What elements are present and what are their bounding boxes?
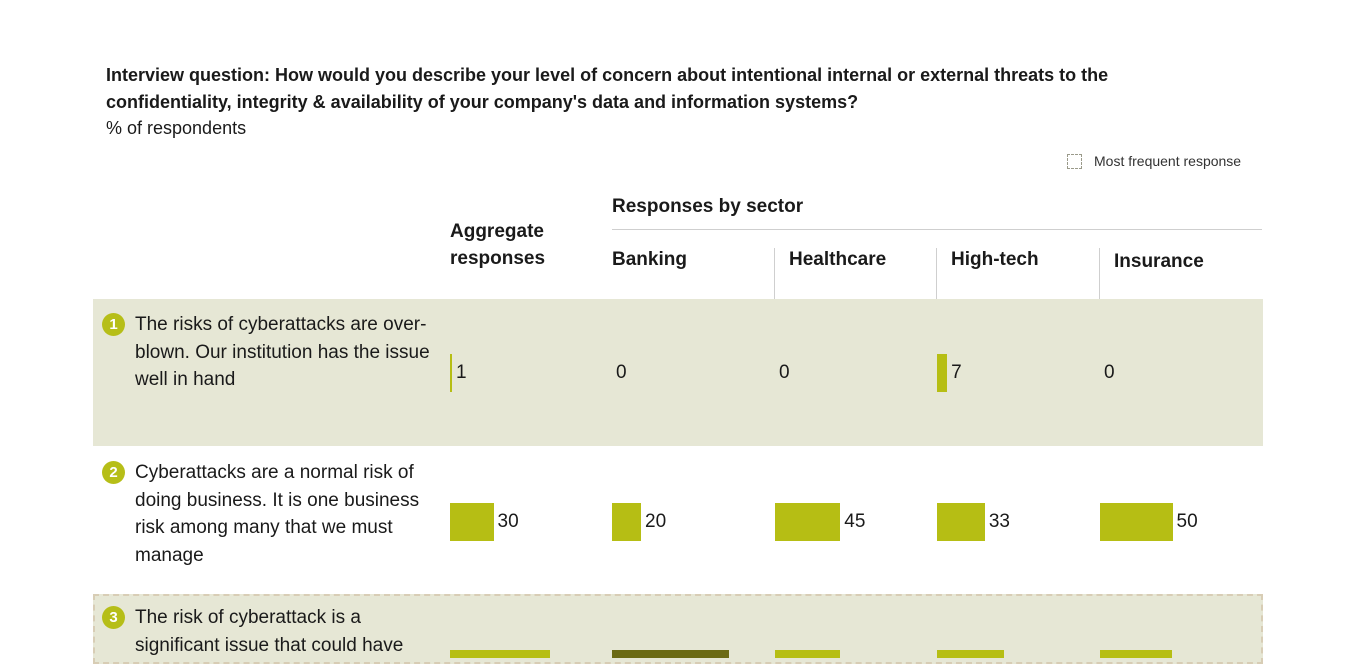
data-label: 0 [779, 362, 790, 383]
header-sector-group: Responses by sector [612, 196, 804, 217]
bar-row3-aggregate [450, 650, 550, 658]
header-high-tech: High-tech [951, 249, 1039, 270]
cell-row2-healthcare: 45 [775, 503, 865, 541]
bar-row3-high-tech [937, 650, 1004, 658]
bar-row3-healthcare [775, 650, 840, 658]
bar [450, 503, 494, 541]
data-label: 0 [1104, 362, 1115, 383]
bar [775, 503, 841, 541]
cell-row2-high-tech: 33 [937, 503, 1010, 541]
legend-label: Most frequent response [1094, 153, 1242, 169]
header-aggregate: Aggregate responses [450, 221, 546, 269]
cell-row1-healthcare: 0 [775, 354, 790, 392]
bar [450, 354, 452, 392]
sector-rule [612, 229, 1262, 230]
data-label: 20 [645, 511, 667, 532]
data-label: 0 [616, 362, 627, 383]
statement-1: The risks of cyberattacks are over-blown… [135, 314, 430, 390]
data-label: 50 [1176, 511, 1198, 532]
statement-2: Cyberattacks are a normal risk of doing … [135, 462, 420, 566]
cell-row1-high-tech: 7 [937, 354, 962, 392]
row-number-badge: 2 [102, 461, 125, 484]
column-divider [1099, 248, 1100, 300]
data-label: 30 [497, 511, 519, 532]
header-banking: Banking [612, 249, 687, 270]
column-divider [936, 248, 937, 300]
column-divider [774, 248, 775, 300]
data-label: 1 [456, 362, 467, 383]
bar [612, 503, 641, 541]
data-label: 45 [844, 511, 866, 532]
cell-row1-insurance: 0 [1100, 354, 1115, 392]
data-label: 33 [988, 511, 1010, 532]
row-number-badge: 1 [102, 313, 125, 336]
legend: Most frequent response [1067, 153, 1241, 169]
most-frequent-swatch [1067, 153, 1082, 169]
cell-row1-banking: 0 [612, 354, 627, 392]
cell-row1-aggregate: 1 [450, 354, 467, 392]
data-label: 7 [951, 362, 962, 383]
row-number-badge: 3 [102, 606, 125, 629]
row-1-background [93, 299, 1263, 446]
cell-row2-insurance: 50 [1100, 503, 1198, 541]
bar [937, 503, 985, 541]
header-insurance: Insurance [1114, 251, 1204, 272]
bar-row3-insurance [1100, 650, 1172, 658]
bar-row3-banking [612, 650, 729, 658]
bar [1100, 503, 1173, 541]
header-healthcare: Healthcare [789, 249, 887, 270]
cell-row2-aggregate: 30 [450, 503, 519, 541]
question-title: Interview question: How would you descri… [106, 65, 1109, 112]
unit-label: % of respondents [106, 118, 247, 138]
statement-3: The risk of cyberattack is a significant… [135, 607, 404, 656]
bar [937, 354, 948, 392]
cell-row2-banking: 20 [612, 503, 666, 541]
